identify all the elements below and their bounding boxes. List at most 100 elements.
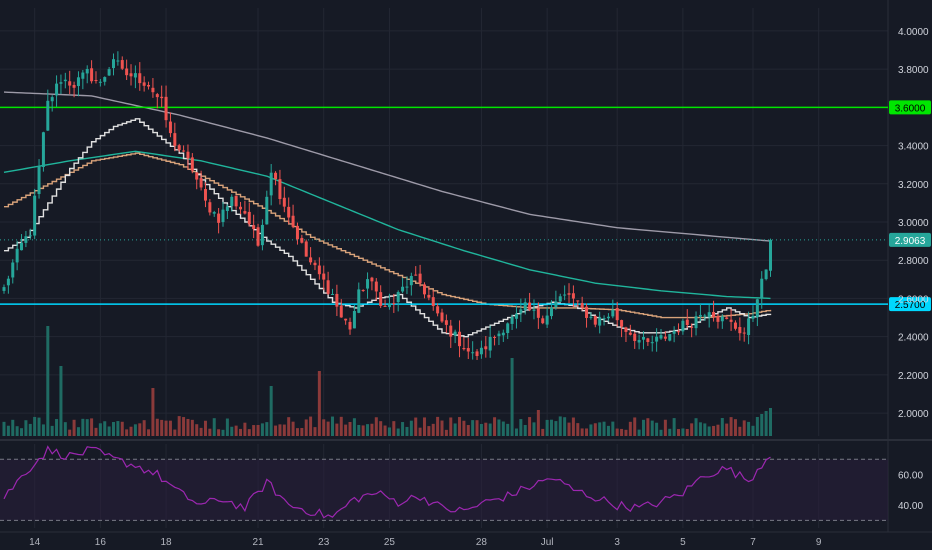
candle[interactable] — [190, 157, 194, 171]
candle[interactable] — [475, 351, 479, 357]
candle[interactable] — [641, 336, 645, 340]
candle[interactable] — [234, 195, 238, 207]
candle[interactable] — [352, 310, 356, 329]
candle[interactable] — [133, 73, 137, 78]
candle[interactable] — [637, 339, 641, 343]
candle[interactable] — [606, 316, 610, 319]
candle[interactable] — [598, 317, 602, 326]
candle[interactable] — [366, 279, 370, 289]
candle[interactable] — [698, 314, 702, 317]
candle[interactable] — [523, 302, 527, 311]
candle[interactable] — [510, 317, 514, 324]
candle[interactable] — [409, 275, 413, 286]
candle[interactable] — [278, 179, 282, 200]
candle[interactable] — [90, 68, 94, 82]
candle[interactable] — [742, 332, 746, 334]
candle[interactable] — [580, 303, 584, 308]
candle[interactable] — [532, 309, 536, 311]
candle[interactable] — [733, 322, 737, 329]
candle[interactable] — [663, 336, 667, 339]
candle[interactable] — [50, 97, 54, 102]
candle[interactable] — [493, 336, 497, 338]
candle[interactable] — [55, 83, 59, 96]
candle[interactable] — [405, 286, 409, 288]
candle[interactable] — [593, 315, 597, 325]
candle[interactable] — [112, 59, 115, 69]
candle[interactable] — [374, 281, 378, 292]
candle[interactable] — [554, 301, 558, 308]
candle[interactable] — [256, 227, 260, 246]
candle[interactable] — [11, 262, 15, 278]
candle[interactable] — [37, 166, 41, 194]
candle[interactable] — [274, 172, 278, 180]
candle[interactable] — [497, 333, 501, 337]
candle[interactable] — [247, 211, 251, 225]
candle[interactable] — [396, 292, 400, 303]
candle[interactable] — [344, 318, 348, 321]
candle[interactable] — [427, 294, 431, 298]
candle[interactable] — [217, 213, 221, 223]
candle[interactable] — [545, 315, 549, 325]
candle[interactable] — [168, 121, 172, 134]
candle[interactable] — [585, 306, 589, 318]
candle[interactable] — [304, 241, 308, 257]
candle[interactable] — [295, 225, 299, 240]
candle[interactable] — [650, 342, 654, 344]
candle[interactable] — [326, 280, 330, 294]
candle[interactable] — [414, 274, 418, 276]
candle[interactable] — [514, 313, 518, 319]
candle[interactable] — [453, 331, 457, 336]
candle[interactable] — [195, 172, 199, 180]
candle[interactable] — [282, 197, 286, 207]
candle[interactable] — [287, 206, 291, 218]
candle[interactable] — [550, 307, 553, 317]
candle[interactable] — [611, 309, 615, 317]
candle[interactable] — [602, 318, 606, 320]
candle[interactable] — [528, 302, 532, 310]
candle[interactable] — [173, 133, 177, 146]
candle[interactable] — [694, 316, 698, 329]
candle[interactable] — [160, 96, 164, 99]
candle[interactable] — [422, 284, 426, 295]
candle[interactable] — [488, 336, 492, 351]
candle[interactable] — [392, 303, 396, 305]
candle[interactable] — [361, 290, 365, 292]
candle[interactable] — [589, 316, 593, 318]
candle[interactable] — [479, 347, 483, 355]
rsi-line[interactable] — [3, 445, 771, 519]
candle[interactable] — [751, 315, 755, 319]
candle[interactable] — [760, 278, 764, 299]
candle[interactable] — [116, 60, 120, 62]
candle[interactable] — [655, 336, 659, 342]
candle[interactable] — [370, 277, 374, 282]
candle[interactable] — [243, 211, 247, 214]
candle[interactable] — [501, 332, 505, 336]
candle[interactable] — [20, 242, 24, 251]
candle[interactable] — [725, 317, 729, 319]
candle[interactable] — [484, 346, 488, 350]
candle[interactable] — [633, 333, 637, 342]
candle[interactable] — [138, 73, 142, 84]
candle[interactable] — [125, 68, 129, 76]
candle[interactable] — [230, 196, 234, 207]
candle[interactable] — [28, 235, 32, 237]
candle[interactable] — [716, 316, 720, 322]
candle[interactable] — [764, 269, 768, 280]
candle[interactable] — [707, 312, 711, 318]
candle[interactable] — [59, 82, 63, 84]
candle[interactable] — [221, 209, 225, 223]
candle[interactable] — [729, 319, 733, 322]
horizontal-levels[interactable]: 3.6000 2.5700 2.9063 — [0, 100, 931, 312]
candle[interactable] — [313, 262, 317, 266]
candle[interactable] — [659, 335, 663, 339]
candle[interactable] — [322, 273, 326, 280]
candle[interactable] — [252, 225, 256, 230]
candle[interactable] — [383, 305, 387, 307]
candle[interactable] — [620, 320, 624, 327]
candle[interactable] — [685, 319, 689, 326]
candle[interactable] — [458, 331, 462, 347]
candle[interactable] — [103, 77, 107, 82]
candle[interactable] — [449, 325, 453, 337]
candle[interactable] — [339, 305, 343, 318]
